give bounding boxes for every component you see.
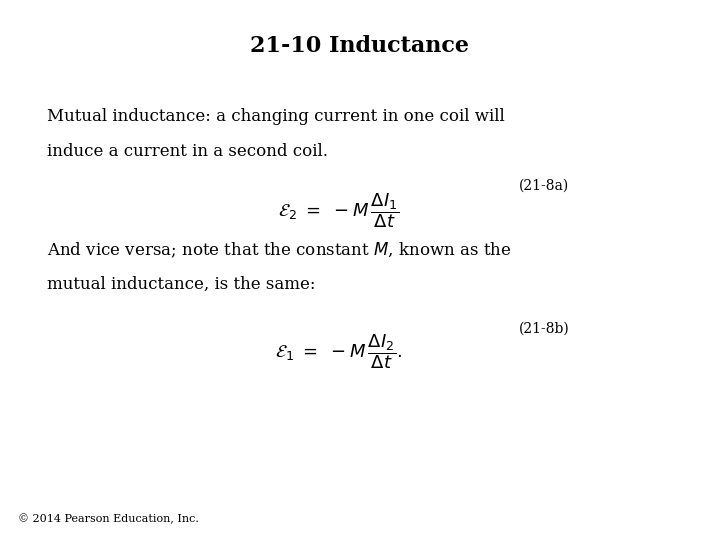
Text: induce a current in a second coil.: induce a current in a second coil. [47,143,328,160]
Text: $\mathcal{E}_2 \ = \ -M\,\dfrac{\Delta I_1}{\Delta t}$: $\mathcal{E}_2 \ = \ -M\,\dfrac{\Delta I… [278,192,399,231]
Text: (21-8b): (21-8b) [518,321,569,335]
Text: $\mathcal{E}_1 \ = \ -M\,\dfrac{\Delta I_2}{\Delta t}.$: $\mathcal{E}_1 \ = \ -M\,\dfrac{\Delta I… [275,332,402,371]
Text: mutual inductance, is the same:: mutual inductance, is the same: [47,275,315,292]
Text: © 2014 Pearson Education, Inc.: © 2014 Pearson Education, Inc. [18,513,199,524]
Text: (21-8a): (21-8a) [518,178,569,192]
Text: And vice versa; note that the constant $M$, known as the: And vice versa; note that the constant $… [47,240,511,260]
Text: 21-10 Inductance: 21-10 Inductance [251,35,469,57]
Text: Mutual inductance: a changing current in one coil will: Mutual inductance: a changing current in… [47,108,505,125]
